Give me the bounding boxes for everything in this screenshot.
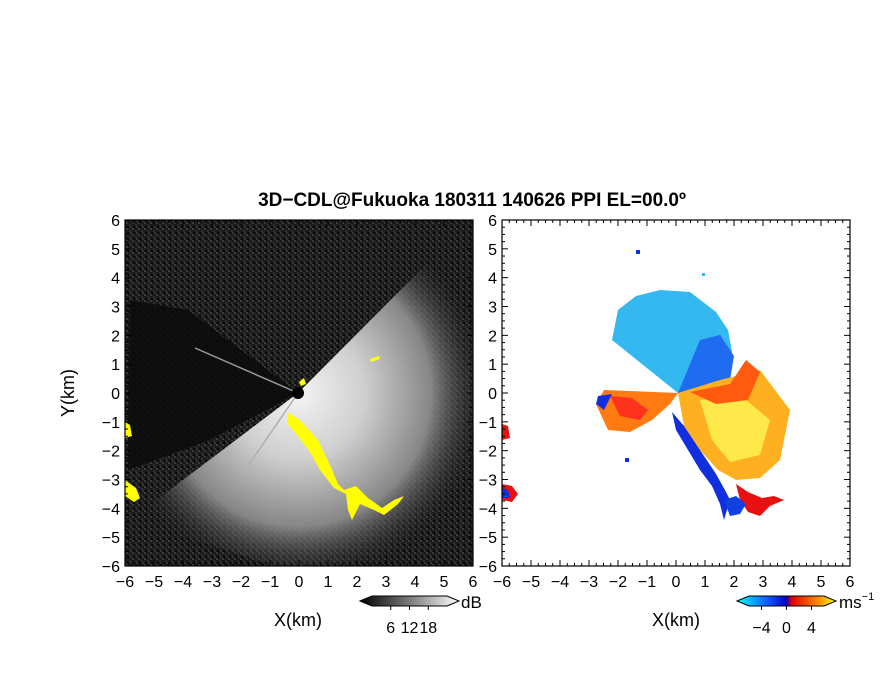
left-colorbar-bar [358,595,461,607]
left-y-tick-label: −4 [102,501,120,518]
right-x-tick-label: 4 [788,574,797,591]
right-x-tick-label: −6 [493,574,511,591]
right-colorbar-tick-label: 0 [782,620,791,637]
left-y-tick-label: −3 [102,473,120,490]
right-colorbar-unit: ms−1 [839,591,874,612]
left-colorbar-unit: dB [461,593,482,612]
right-axis-ticks: −6 −5 −4 −3 −2 −1 0 1 2 3 4 5 6 6 5 4 3 2 1 0 −1 −2 −3 −4 −5 −6 [479,213,855,591]
right-y-tick-label: −5 [479,530,497,547]
right-receding-echo [690,360,760,404]
left-x-tick-label: −5 [145,574,163,591]
right-isolated-echo [625,458,629,462]
left-x-tick-label: −6 [116,574,134,591]
left-blocked-sector [128,300,298,470]
right-y-tick-label: 6 [488,213,497,230]
right-edge-echo [724,496,746,516]
left-y-tick-label: −6 [102,559,120,576]
right-y-tick-label: 1 [488,357,497,374]
right-y-tick-label: 2 [488,328,497,345]
right-receding-echo [610,396,648,420]
right-x-tick-label: −1 [638,574,656,591]
right-y-tick-label: 3 [488,300,497,317]
right-x-tick-label: 3 [759,574,768,591]
left-x-tick-label: 1 [324,574,333,591]
right-x-axis-label: X(km) [652,610,700,630]
left-y-tick-label: 6 [111,213,120,230]
left-x-tick-label: −1 [261,574,279,591]
right-y-tick-label: 0 [488,386,497,403]
right-x-tick-label: 0 [672,574,681,591]
right-isolated-echo [702,273,705,276]
right-x-tick-label: −2 [609,574,627,591]
left-y-tick-label: −5 [102,530,120,547]
left-x-tick-label: 4 [411,574,420,591]
left-y-tick-label: −1 [102,415,120,432]
right-edge-echo [502,488,510,498]
left-x-tick-label: −3 [203,574,221,591]
right-approaching-echo [678,335,734,394]
left-y-tick-label: 4 [111,271,120,288]
right-plot-area [502,220,850,566]
left-axis-ticks: −6 −5 −4 −3 −2 −1 0 1 2 3 4 5 6 6 5 4 3 2 1 0 −1 −2 −3 −4 −5 −6 [102,213,478,591]
right-colorbar-tick-label: −4 [752,620,770,637]
right-isolated-echo [636,250,640,254]
left-highlight-echo [287,412,404,520]
right-x-tick-label: 5 [817,574,826,591]
left-highlight-echo [370,356,380,362]
left-colorbar-tick-label: 18 [419,620,437,637]
left-x-tick-label: 2 [353,574,362,591]
left-y-tick-label: 3 [111,300,120,317]
left-radial-streak [247,392,299,467]
left-x-tick-label: 3 [382,574,391,591]
right-y-tick-label: −4 [479,501,497,518]
left-x-tick-label: −2 [232,574,250,591]
left-x-axis-label: X(km) [274,610,322,630]
left-radial-streak [194,347,299,394]
right-colorbar-unit-base: ms [839,593,862,612]
right-edge-echo [672,412,730,520]
left-y-tick-label: 0 [111,386,120,403]
right-colorbar: −4 0 4 ms−1 [735,591,874,637]
left-y-tick-label: 5 [111,242,120,259]
right-receding-echo [700,395,770,462]
right-colorbar-bar [735,595,838,607]
left-x-tick-label: 5 [440,574,449,591]
right-x-tick-label: 2 [730,574,739,591]
right-y-tick-label: −1 [479,415,497,432]
left-y-tick-label: −2 [102,444,120,461]
radar-site-marker [292,387,304,399]
left-colorbar: 6 12 18 dB [358,593,482,637]
left-y-tick-label: 1 [111,357,120,374]
right-colorbar-tick-label: 4 [807,620,816,637]
right-x-tick-label: −5 [522,574,540,591]
left-x-tick-label: 0 [295,574,304,591]
right-x-tick-label: −4 [551,574,569,591]
right-y-tick-label: −2 [479,444,497,461]
left-x-tick-label: −4 [174,574,192,591]
right-y-tick-label: −3 [479,473,497,490]
right-edge-echo [596,394,612,410]
right-y-tick-label: −6 [479,559,497,576]
left-y-axis-label: Y(km) [58,369,78,417]
left-highlight-echo [125,480,140,502]
left-highlight-echo [299,378,306,386]
left-colorbar-tick-label: 6 [386,620,395,637]
right-panel: −6 −5 −4 −3 −2 −1 0 1 2 3 4 5 6 6 5 4 3 2 1 0 −1 −2 −3 −4 −5 −6 X… [479,213,874,637]
right-colorbar-unit-exponent: −1 [862,591,875,603]
chart-title: 3D−CDL@Fukuoka 180311 140626 PPI EL=00.0… [258,190,686,211]
right-x-tick-label: 6 [846,574,855,591]
right-edge-echo [736,484,784,516]
right-y-tick-label: 4 [488,271,497,288]
right-x-tick-label: 1 [701,574,710,591]
left-plot-area [125,220,473,566]
left-colorbar-tick-label: 12 [401,620,419,637]
left-y-tick-label: 2 [111,328,120,345]
left-highlight-echo [125,422,132,438]
right-x-tick-label: −3 [580,574,598,591]
right-y-tick-label: 5 [488,242,497,259]
left-x-tick-label: 6 [469,574,478,591]
